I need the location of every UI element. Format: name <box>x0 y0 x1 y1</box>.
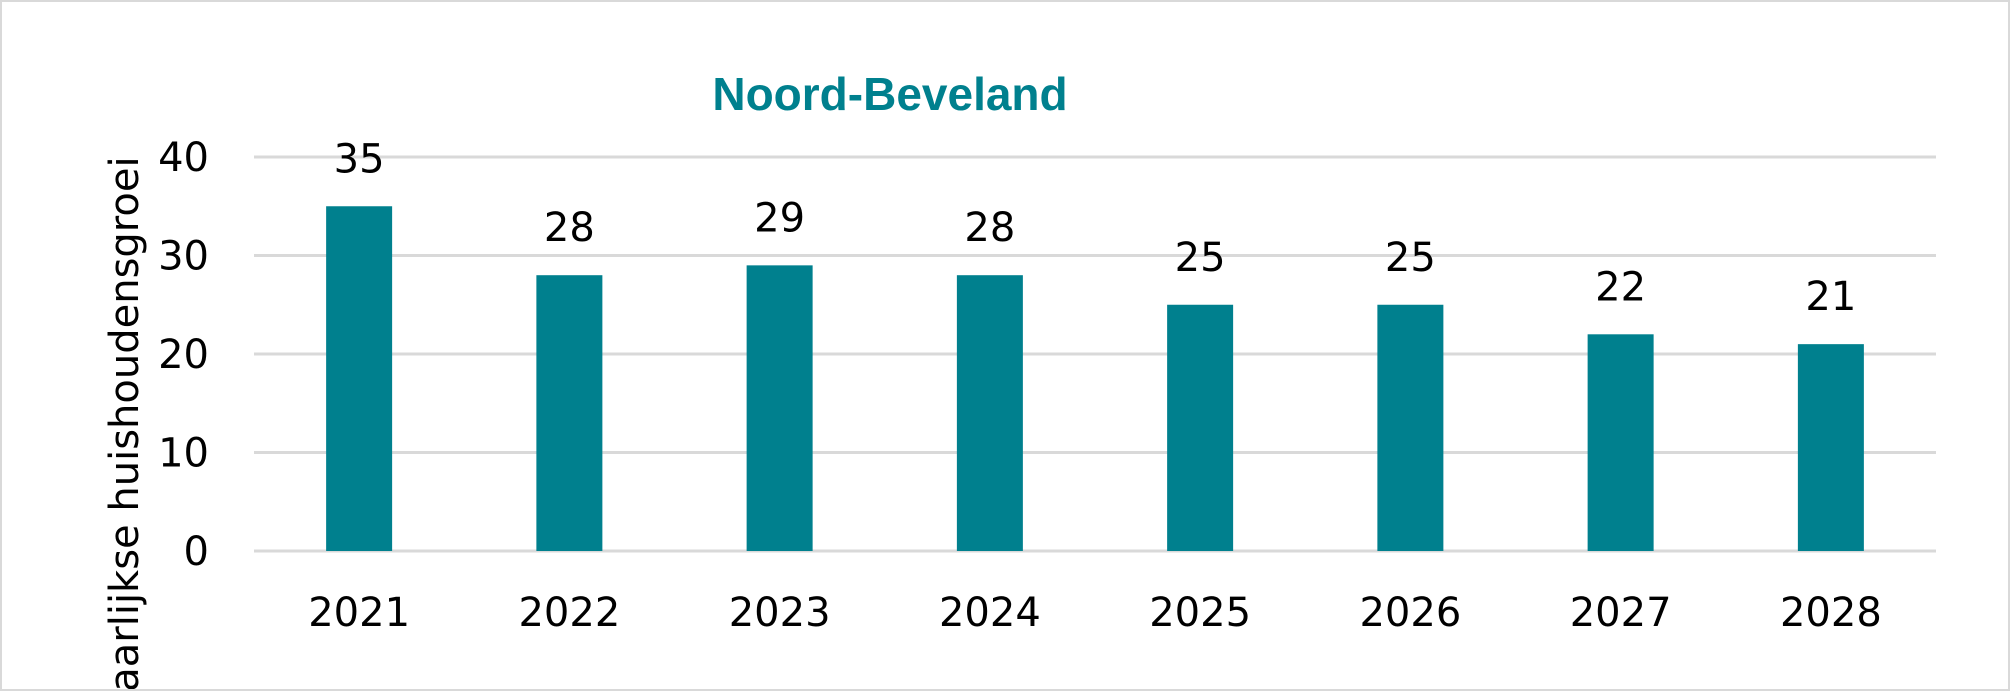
data-label-2023: 29 <box>754 195 805 241</box>
y-tick-label: 30 <box>158 234 209 280</box>
bar-2022 <box>536 275 603 551</box>
y-tick-label: 40 <box>158 135 209 181</box>
data-label-2025: 25 <box>1175 235 1226 281</box>
bar-2026 <box>1377 304 1444 551</box>
x-axis-ticks: 2021 2022 2023 2024 2025 2026 2027 2028 <box>308 590 1882 636</box>
x-tick-label: 2027 <box>1570 590 1672 636</box>
gridlines <box>254 155 1936 553</box>
y-axis-label: Jaarlijkse huishoudensgroei <box>102 156 148 689</box>
data-label-2027: 22 <box>1595 264 1646 310</box>
x-tick-label: 2022 <box>518 590 620 636</box>
data-label-2022: 28 <box>544 205 595 251</box>
data-label-2024: 28 <box>964 205 1015 251</box>
bar-2024 <box>956 275 1023 551</box>
data-label-2026: 25 <box>1385 235 1436 281</box>
y-tick-label: 20 <box>158 332 209 378</box>
bar-2023 <box>746 265 813 551</box>
data-label-2028: 21 <box>1805 274 1856 320</box>
x-tick-label: 2021 <box>308 590 410 636</box>
x-tick-label: 2025 <box>1149 590 1251 636</box>
x-tick-label: 2028 <box>1780 590 1882 636</box>
bar-2028 <box>1797 344 1864 551</box>
bars <box>326 206 1864 551</box>
x-tick-label: 2024 <box>939 590 1041 636</box>
x-tick-label: 2026 <box>1359 590 1461 636</box>
y-axis-ticks: 0 10 20 30 40 <box>158 135 209 575</box>
bar-2021 <box>326 206 393 551</box>
bar-2027 <box>1587 334 1654 551</box>
data-labels: 35 28 29 28 25 25 22 21 <box>334 136 1857 320</box>
chart-title: Noord-Beveland <box>712 68 1067 120</box>
y-tick-label: 10 <box>158 431 209 477</box>
data-label-2021: 35 <box>334 136 385 182</box>
bar-2025 <box>1167 304 1234 551</box>
x-tick-label: 2023 <box>729 590 831 636</box>
y-tick-label: 0 <box>184 529 209 575</box>
